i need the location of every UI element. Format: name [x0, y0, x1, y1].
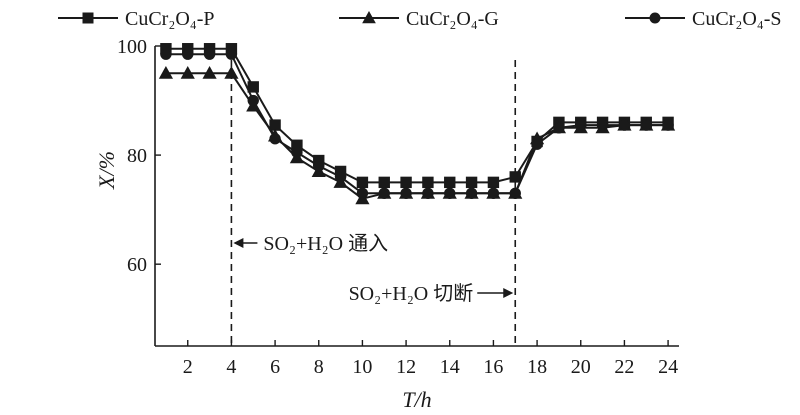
x-tick-label-20: 20	[571, 356, 591, 378]
data-point-s3-1	[160, 48, 172, 60]
legend-marker-1	[82, 12, 94, 24]
data-point-s3-22	[618, 119, 631, 131]
data-point-s3-9	[334, 171, 347, 183]
data-point-s3-10	[356, 187, 369, 199]
data-point-s3-20	[575, 119, 587, 131]
data-point-s3-21	[596, 119, 609, 131]
data-point-s3-13	[422, 187, 434, 199]
x-tick-label-12: 12	[396, 356, 416, 378]
legend: CuCr₂O₄-P CuCr₂O₄-G CuCr₂O₄-S	[58, 8, 782, 30]
data-point-s3-12	[400, 187, 412, 199]
legend-item-1: CuCr₂O₄-P	[58, 8, 215, 30]
data-point-s2-3	[202, 66, 217, 79]
data-point-s3-3	[203, 48, 216, 60]
x-tick-label-14: 14	[440, 356, 460, 378]
x-tick-label-22: 22	[614, 356, 634, 378]
annotation-text-1: SO₂+H₂O 通入	[263, 232, 388, 255]
data-point-s1-17	[509, 171, 521, 183]
series-line-1	[165, 47, 669, 184]
data-point-s1-10	[356, 176, 369, 189]
x-tick-label-24: 24	[658, 356, 678, 378]
data-point-s3-23	[640, 119, 652, 131]
y-tick-label-100: 100	[117, 36, 147, 58]
legend-item-3: CuCr₂O₄-S	[625, 8, 782, 30]
data-point-s2-4	[224, 66, 239, 79]
y-axis-label: X/%	[94, 151, 119, 190]
data-point-s1-5	[247, 81, 259, 93]
axes	[154, 46, 679, 347]
data-point-s3-11	[378, 187, 390, 199]
data-point-s2-1	[158, 66, 174, 79]
data-point-s3-15	[465, 187, 478, 199]
data-point-s2-2	[180, 66, 195, 79]
legend-label-1: CuCr₂O₄-P	[125, 8, 215, 30]
x-tick-label-10: 10	[352, 356, 372, 378]
data-point-s3-16	[487, 187, 500, 199]
data-point-s3-6	[269, 133, 281, 145]
data-point-s3-5	[247, 94, 259, 107]
data-point-s3-8	[313, 160, 325, 172]
x-tick-label-16: 16	[483, 356, 503, 378]
x-tick-label-4: 4	[226, 356, 236, 378]
legend-marker-2	[362, 10, 376, 24]
x-tick-label-2: 2	[183, 356, 193, 378]
x-tick-label-18: 18	[527, 356, 547, 378]
x-tick-label-8: 8	[314, 356, 324, 378]
data-point-s3-4	[225, 48, 238, 60]
x-axis-label: T/h	[402, 387, 431, 412]
legend-item-2: CuCr₂O₄-G	[339, 8, 499, 30]
annotations: SO₂+H₂O 通入 SO₂+H₂O 切断	[233, 232, 514, 305]
series-line-3	[165, 53, 669, 195]
data-point-s3-18	[531, 138, 543, 150]
series-line-2	[165, 72, 669, 200]
data-point-s3-14	[444, 187, 456, 199]
y-tick-label-80: 80	[127, 145, 147, 167]
data-point-s3-17	[509, 187, 521, 199]
series-3	[160, 48, 674, 199]
data-point-s3-24	[662, 119, 674, 131]
legend-label-2: CuCr₂O₄-G	[406, 8, 499, 30]
data-point-s3-2	[182, 48, 194, 60]
series-group	[158, 43, 676, 205]
annotation-text-2: SO₂+H₂O 切断	[349, 282, 474, 305]
annotation-arrowhead-1	[233, 238, 244, 248]
y-tick-label-60: 60	[127, 254, 147, 276]
annotation-arrowhead-2	[503, 288, 514, 298]
legend-marker-3	[649, 12, 661, 24]
data-point-s3-7	[291, 146, 303, 159]
data-point-s3-19	[553, 122, 565, 134]
legend-label-3: CuCr₂O₄-S	[692, 8, 782, 30]
x-tick-label-6: 6	[270, 356, 280, 378]
